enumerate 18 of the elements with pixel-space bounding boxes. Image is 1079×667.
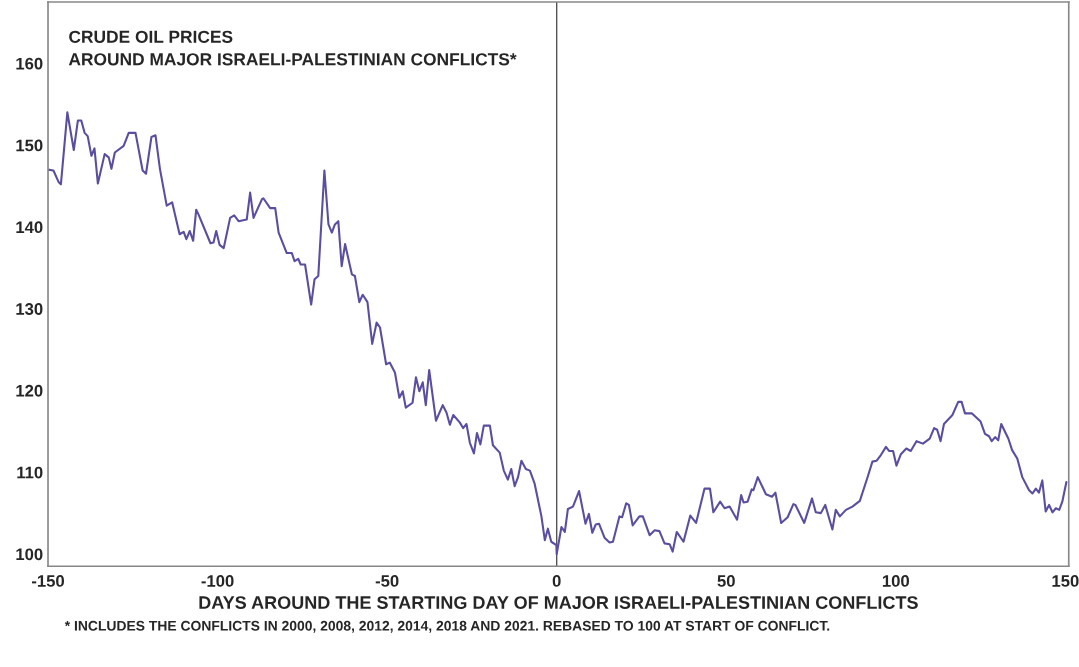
y-tick-label: 150 [16, 139, 43, 152]
text: CRUDE OIL PRICES AROUND MAJOR ISRAELI-PALESTINIAN CONFLICTS* [68, 30, 517, 66]
text: * INCLUDES THE CONFLICTS IN 2000, 2008, 2012, 2014, 2018 AND 2021. REBASED TO 100 AT START OF CONFLICT. [64, 620, 830, 633]
y-tick-label: 160 [16, 57, 43, 70]
x-tick-label: -50 [375, 575, 399, 587]
y-tick-label: 110 [17, 466, 43, 479]
x-tick-label: 150 [1052, 575, 1079, 587]
line-series [48, 111, 1068, 556]
x-tick-label: 100 [882, 575, 910, 587]
x-tick-label: 50 [717, 575, 735, 587]
y-tick-label: 130 [16, 303, 43, 315]
x-tick-label: -100 [201, 575, 234, 587]
y-tick-label: 120 [16, 384, 43, 397]
x-tick-label: 0 [552, 575, 561, 587]
x-axis-title: DAYS AROUND THE STARTING DAY OF MAJOR ISRAELI-PALESTINIAN CONFLICTS [199, 596, 918, 609]
y-tick-label: 140 [16, 221, 43, 234]
x-tick-label: -150 [31, 575, 65, 587]
y-tick-label: 100 [16, 548, 43, 561]
